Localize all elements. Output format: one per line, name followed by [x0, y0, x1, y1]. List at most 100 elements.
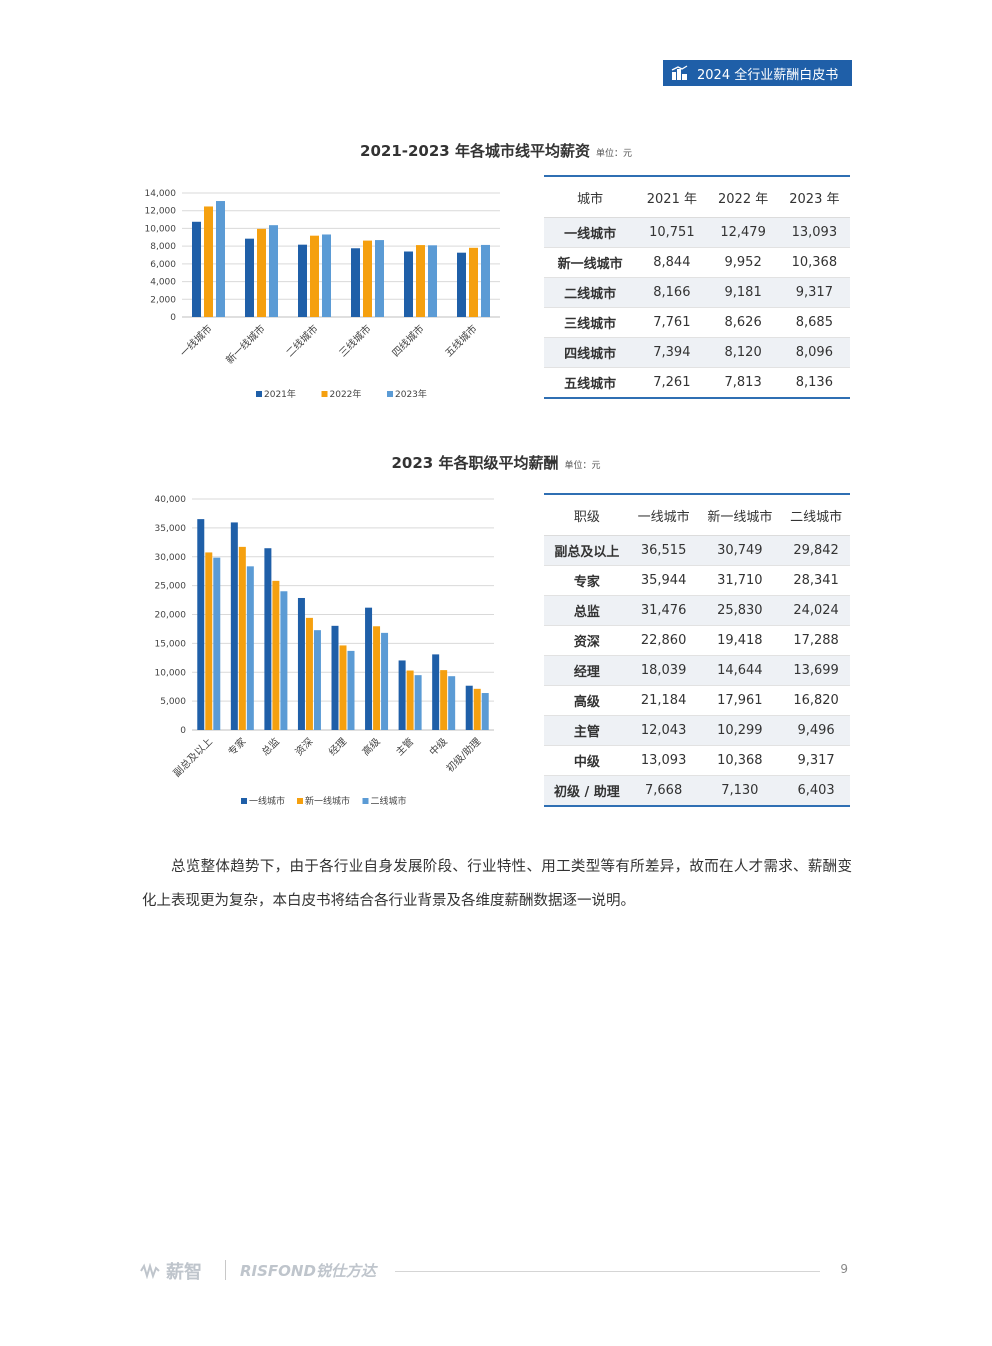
bar [351, 248, 360, 317]
level-table-cell: 35,944 [629, 565, 698, 596]
level-table-cell: 29,842 [782, 535, 850, 566]
level-salary-chart: 0 5,000 10,000 15,000 20,000 25,000 30,000 35,0… [155, 495, 494, 807]
bar [322, 234, 331, 317]
level-table-cell: 13,093 [629, 745, 698, 776]
city-table-cell: 9,952 [707, 247, 779, 278]
city-table-col-header: 2023 年 [778, 175, 850, 218]
city-table-cell: 8,096 [778, 337, 850, 368]
chart2-title: 2023 年各职级平均薪酬 [391, 454, 559, 472]
x-tick-label: 经理 [326, 735, 349, 758]
legend-label: 二线城市 [371, 795, 407, 807]
level-table-row-label: 主管 [544, 715, 630, 746]
header-title: 2024 全行业薪酬白皮书 [697, 67, 839, 83]
level-table-row: 主管 12,043 10,299 9,496 [544, 715, 850, 746]
level-table-cell: 6,403 [782, 775, 850, 807]
y-tick-label: 5,000 [160, 697, 186, 707]
bar [257, 228, 266, 317]
city-table-cell: 7,813 [707, 367, 779, 399]
legend-label: 2022年 [330, 388, 362, 400]
city-table-cell: 10,751 [636, 217, 708, 248]
legend-swatch [321, 391, 328, 397]
bar [365, 607, 373, 730]
city-table-cell: 8,120 [707, 337, 779, 368]
city-table-row-label: 新一线城市 [544, 247, 637, 278]
bar [381, 632, 389, 730]
city-table-cell: 9,181 [707, 277, 779, 308]
chart2-title-row: 2023 年各职级平均薪酬 单位：元 [0, 452, 992, 473]
legend-swatch [297, 798, 303, 804]
level-table-col-header: 二线城市 [782, 493, 850, 536]
risfond-logo: RISFOND锐仕方达 [240, 1262, 376, 1280]
level-table-cell: 28,341 [782, 565, 850, 596]
xinzhi-logo: 薪智 [140, 1258, 202, 1284]
bar [216, 201, 225, 317]
city-table-cell: 8,844 [636, 247, 708, 278]
city-table-row-label: 二线城市 [544, 277, 637, 308]
city-table-cell: 7,261 [636, 367, 708, 399]
legend-swatch [256, 391, 262, 397]
level-table-row-label: 经理 [544, 655, 630, 686]
bar [272, 580, 280, 730]
city-table-cell: 7,761 [636, 307, 708, 338]
level-table-cell: 12,043 [629, 715, 698, 746]
level-table-cell: 31,710 [697, 565, 783, 596]
level-table-row-label: 高级 [544, 685, 630, 716]
bar [264, 548, 272, 730]
level-table-cell: 9,496 [782, 715, 850, 746]
bar [481, 693, 489, 730]
y-tick-label: 30,000 [155, 553, 187, 563]
chart2-unit: 单位：元 [564, 461, 601, 471]
x-tick-label: 五线城市 [442, 322, 479, 359]
legend-label: 2023年 [395, 388, 427, 400]
level-table-cell: 16,820 [782, 685, 850, 716]
level-table-cell: 24,024 [782, 595, 850, 626]
level-salary-table: 职级 一线城市 新一线城市 二线城市 副总及以上 36,515 30,749 29,842 专… [544, 493, 850, 807]
city-table-row: 新一线城市 8,844 9,952 10,368 [544, 247, 850, 278]
bar [363, 240, 372, 317]
level-table-cell: 25,830 [697, 595, 783, 626]
level-table-cell: 14,644 [697, 655, 783, 686]
bar [428, 245, 437, 317]
bar [432, 654, 440, 730]
level-table-cell: 21,184 [629, 685, 698, 716]
level-table-row-label: 副总及以上 [544, 535, 630, 566]
city-table-row: 四线城市 7,394 8,120 8,096 [544, 337, 850, 368]
level-table-cell: 9,317 [782, 745, 850, 776]
city-table-cell: 8,166 [636, 277, 708, 308]
x-tick-label: 一线城市 [177, 322, 214, 359]
legend-label: 一线城市 [249, 795, 285, 807]
bar [440, 670, 448, 730]
city-table-row: 三线城市 7,761 8,626 8,685 [544, 307, 850, 338]
city-table-cell: 12,479 [707, 217, 779, 248]
bar [414, 675, 422, 730]
x-tick-label: 新一线城市 [223, 322, 268, 367]
y-tick-label: 6,000 [150, 260, 176, 270]
level-table-row: 资深 22,860 19,418 17,288 [544, 625, 850, 656]
y-tick-label: 25,000 [155, 582, 187, 592]
bar [313, 630, 321, 730]
bar [469, 247, 478, 317]
bar [204, 206, 213, 317]
city-table-cell: 13,093 [778, 217, 850, 248]
bar [205, 552, 213, 730]
x-tick-label: 四线城市 [389, 322, 426, 359]
city-table-cell: 10,368 [778, 247, 850, 278]
x-tick-label: 副总及以上 [170, 735, 215, 780]
city-table-col-header: 2022 年 [707, 175, 779, 218]
level-table-row-label: 中级 [544, 745, 630, 776]
city-table-cell: 7,394 [636, 337, 708, 368]
level-table-col-header: 职级 [544, 493, 630, 536]
header-badge: 2024 全行业薪酬白皮书 [663, 60, 852, 86]
bar [406, 670, 414, 730]
y-tick-label: 14,000 [145, 189, 177, 199]
footer-divider [225, 1260, 226, 1280]
level-table-row-label: 总监 [544, 595, 630, 626]
chart1-unit: 单位：元 [595, 149, 632, 159]
level-table-row: 高级 21,184 17,961 16,820 [544, 685, 850, 716]
bar [197, 519, 205, 730]
bar [457, 252, 466, 317]
legend-label: 2021年 [264, 388, 296, 400]
chart1-title-row: 2021-2023 年各城市线平均薪资 单位：元 [0, 140, 992, 161]
bar [192, 221, 201, 317]
logo1-text: 薪智 [166, 1262, 202, 1283]
